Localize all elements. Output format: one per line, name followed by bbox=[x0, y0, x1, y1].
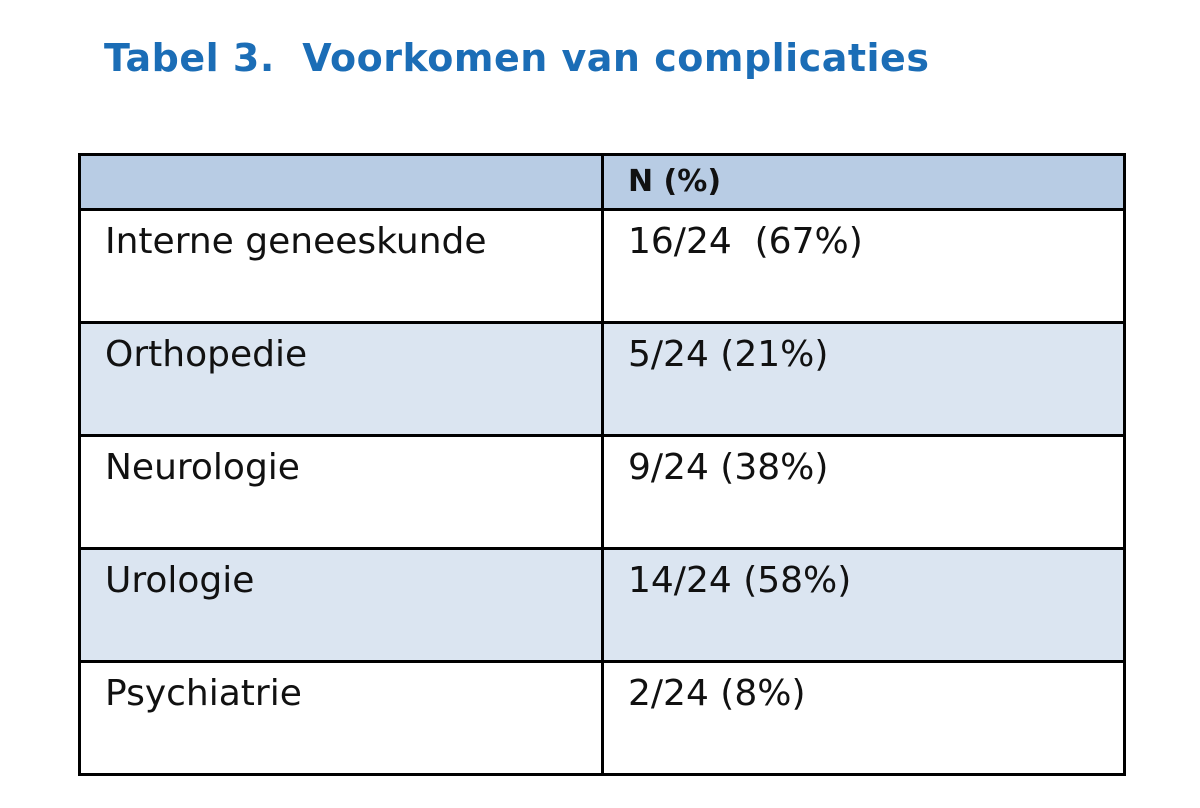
header-cell: N (%) bbox=[601, 153, 1126, 211]
header-cell bbox=[78, 153, 604, 211]
table: N (%) Interne geneeskunde 16/24 (67%) Orth… bbox=[78, 153, 1126, 776]
row-value: 14/24 (58%) bbox=[601, 547, 1126, 663]
row-value: 2/24 (8%) bbox=[601, 660, 1126, 776]
title: Tabel 3. Voorkomen van complicaties bbox=[104, 36, 930, 80]
row-label: Orthopedie bbox=[78, 321, 604, 437]
table-row: Psychiatrie 2/24 (8%) bbox=[78, 660, 1126, 776]
row-value: 9/24 (38%) bbox=[601, 434, 1126, 550]
row-label: Psychiatrie bbox=[78, 660, 604, 776]
header-row: N (%) bbox=[78, 153, 1126, 211]
row-label: Neurologie bbox=[78, 434, 604, 550]
row-label: Interne geneeskunde bbox=[78, 208, 604, 324]
table-row: Urologie 14/24 (58%) bbox=[78, 547, 1126, 663]
table-row: Orthopedie 5/24 (21%) bbox=[78, 321, 1126, 437]
table-row: Neurologie 9/24 (38%) bbox=[78, 434, 1126, 550]
row-value: 16/24 (67%) bbox=[601, 208, 1126, 324]
row-value: 5/24 (21%) bbox=[601, 321, 1126, 437]
table-row: Interne geneeskunde 16/24 (67%) bbox=[78, 208, 1126, 324]
table-body: Interne geneeskunde 16/24 (67%) Orthopedie… bbox=[78, 208, 1126, 776]
row-label: Urologie bbox=[78, 547, 604, 663]
